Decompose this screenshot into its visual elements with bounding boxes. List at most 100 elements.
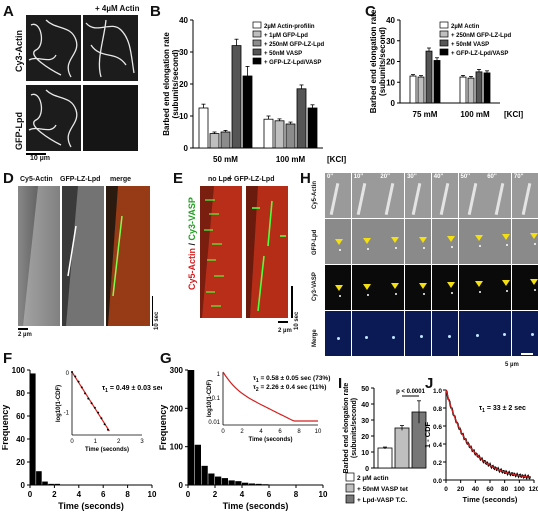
panel-h-puncta (534, 289, 537, 292)
panel-h-time-label: 10'' (353, 174, 364, 180)
y-tick-label: 0.8 (433, 406, 442, 413)
y-tick-label: 0 (391, 99, 396, 108)
y-tick-label: 0.6 (433, 424, 442, 431)
panel-h-puncta (478, 291, 481, 293)
tau2-subscript: 2 (256, 387, 259, 393)
inset-point (97, 411, 100, 414)
panel-h-frame (351, 219, 378, 264)
bar (263, 118, 274, 149)
panel-h-puncta (364, 336, 368, 340)
bar (285, 123, 296, 149)
tau1-subscript: 1 (256, 378, 259, 384)
chart-j: 0.0 0.2 0.4 0.6 0.8 1.0 0 20 40 60 80 100 120 τ1 = 33… (424, 388, 538, 504)
y-tick-label: 30 (179, 48, 188, 57)
tau-subscript: 1 (482, 408, 485, 414)
legend-swatch (252, 39, 262, 47)
panel-h-time-label: 50'' (460, 174, 471, 180)
panel-h-frame: 20'' (378, 173, 405, 218)
bar (198, 107, 209, 149)
panel-h-filament (494, 183, 505, 215)
y-tick-label: 0 (184, 144, 189, 153)
panel-h-frame: 50'' (458, 173, 485, 218)
panel-h-time-label: 0'' (327, 174, 334, 180)
histogram-bar (48, 483, 54, 485)
bar (409, 75, 417, 104)
y-tick-label: 100 (170, 443, 184, 452)
x-category-label: 50 mM (213, 155, 238, 164)
x-tick-label: 120 (529, 486, 538, 493)
panel-h-frame (351, 265, 378, 310)
panel-d-col3: merge (110, 176, 132, 183)
inset-point (93, 406, 96, 409)
y-tick-label: 20 (386, 58, 395, 67)
y-tick-label: 0 (21, 481, 26, 490)
panel-h-arrowhead-icon (474, 281, 483, 287)
inset-x-tick-label: 6 (278, 429, 282, 435)
panel-label-f: F (3, 350, 13, 367)
bar (231, 45, 242, 149)
panel-h-puncta (420, 335, 424, 339)
legend-label: + 50nM VASP tet (357, 486, 409, 493)
y-tick-label: 300 (170, 366, 184, 375)
histogram-bar (42, 481, 48, 485)
inset-point (77, 380, 80, 383)
panel-h-row-label: Cy5-Actin (312, 180, 318, 209)
histogram-bar (54, 483, 60, 485)
x-axis-label: Time (seconds) (463, 495, 518, 504)
y-axis-label: Frequency (158, 405, 168, 451)
x-tick-label: 60 (486, 486, 494, 493)
panel-h-frame (485, 219, 512, 264)
panel-e-side-sep: / (187, 240, 197, 248)
y-axis-label: Frequency (2, 405, 10, 451)
histogram-bar (255, 483, 262, 485)
bar (425, 50, 433, 104)
panel-h-puncta (478, 245, 481, 247)
panel-h-frame (485, 311, 512, 356)
y-tick-label: 10 (386, 78, 395, 87)
y-tick-label: 30 (386, 37, 395, 46)
tau-symbol: τ (479, 405, 483, 412)
panel-label-i: I (338, 375, 343, 392)
panel-h-frame (431, 265, 458, 310)
bar (296, 88, 307, 149)
x-tick-label: 2 (213, 490, 218, 499)
legend-swatch (439, 30, 449, 38)
panel-h-frame (378, 311, 405, 356)
bar (209, 133, 220, 149)
panel-h-arrowhead-icon (418, 236, 427, 243)
panel-h-puncta (339, 249, 341, 251)
x-tick-label: 100 (514, 486, 525, 493)
bar (242, 75, 253, 149)
y-axis-label: 1 - CDF (424, 421, 432, 448)
legend-swatch (252, 57, 262, 65)
bar (433, 60, 441, 104)
tau2-symbol: τ (253, 384, 256, 391)
panel-h-scale: 5 µm (505, 362, 519, 368)
tau-value: = 33 ± 2 sec (485, 405, 526, 412)
panel-h-arrowhead-icon (418, 282, 427, 289)
y-label-line2: (subunits/second) (351, 398, 358, 458)
legend-swatch (439, 21, 449, 29)
panel-h-puncta (422, 292, 425, 295)
legend-label: + 50nM VASP (451, 42, 489, 48)
x-tick-label: 4 (240, 490, 245, 499)
y-tick-label: 40 (179, 16, 188, 25)
panel-label-h: H (300, 170, 311, 187)
y-tick-label: 60 (16, 412, 25, 421)
panel-h-puncta (475, 334, 479, 337)
panel-h-puncta (506, 290, 509, 293)
inset-annotation: τ1 = 0.49 ± 0.03 sec (102, 385, 162, 394)
inset-point (74, 375, 77, 378)
bar (274, 120, 285, 149)
panel-h-time-label: 20'' (380, 174, 390, 180)
panel-label-e: E (173, 170, 184, 187)
panel-h-frame (351, 311, 378, 356)
panel-h-frame: 10'' (351, 173, 378, 218)
panel-e-col1: no Lpd (208, 176, 232, 183)
histogram-bar (194, 444, 201, 485)
panel-e-time-scale: 10 sec (294, 311, 300, 330)
y-tick-label: 20 (179, 80, 188, 89)
y-tick-label: 10 (179, 112, 188, 121)
legend-swatch (439, 39, 449, 47)
y-tick-label: 0 (179, 481, 184, 490)
